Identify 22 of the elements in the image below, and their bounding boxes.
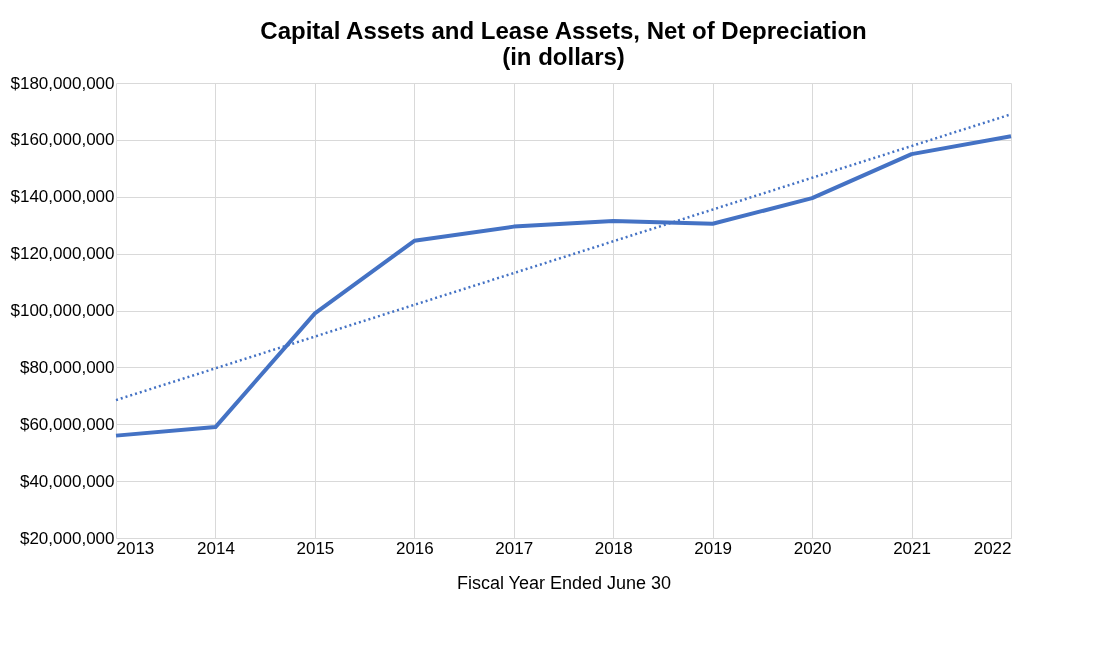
x-tick-label: 2013 (116, 538, 155, 558)
x-tick-label: 2017 (495, 538, 534, 558)
y-tick-label: $80,000,000 (19, 357, 115, 377)
x-tick-label: 2019 (694, 538, 733, 558)
x-tick-label: 2022 (973, 538, 1012, 558)
x-tick-label: 2014 (197, 538, 235, 558)
x-tick-label: 2020 (793, 538, 832, 558)
x-tick-label: 2015 (296, 538, 335, 558)
x-axis-title: Fiscal Year Ended June 30 (456, 572, 672, 593)
y-tick-label: $180,000,000 (10, 73, 115, 93)
y-tick-label: $20,000,000 (19, 528, 115, 548)
x-tick-label: 2021 (893, 538, 931, 558)
y-tick-label: $100,000,000 (10, 301, 115, 320)
text: (in dollars) (502, 43, 625, 70)
y-tick-label: $160,000,000 (10, 130, 115, 150)
y-tick-label: $40,000,000 (19, 471, 115, 491)
x-tick-label: 2016 (395, 538, 434, 558)
y-tick-label: $140,000,000 (10, 187, 115, 207)
x-tick-label: 2018 (594, 538, 633, 558)
y-tick-label: $60,000,000 (19, 414, 115, 434)
y-tick-label: $120,000,000 (10, 244, 115, 264)
text: Capital Assets and Lease Assets, Net of Depreciation (260, 17, 867, 44)
